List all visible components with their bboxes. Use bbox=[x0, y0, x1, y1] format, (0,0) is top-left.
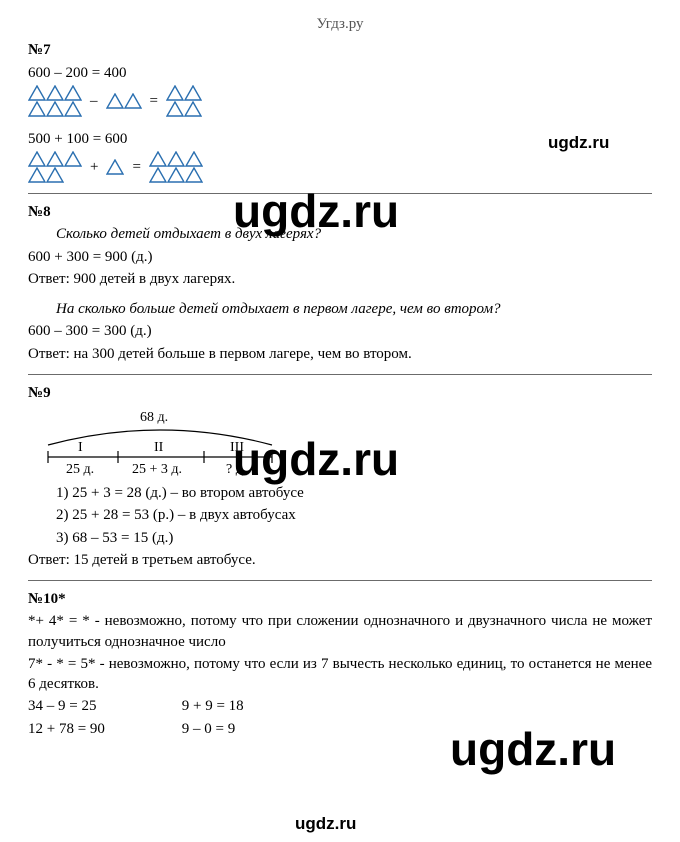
p8-l2: 600 – 300 = 300 (д.) bbox=[28, 321, 652, 341]
diag-v1: 25 д. bbox=[66, 461, 94, 480]
p8-q2: На сколько больше детей отдыхает в перво… bbox=[28, 299, 652, 319]
p10-r1b: 9 + 9 = 18 bbox=[182, 698, 244, 714]
diag-c2: II bbox=[154, 439, 163, 458]
site-header: Угдз.ру bbox=[28, 14, 652, 34]
p9-diagram: 68 д. I II III 25 д. 25 + 3 д. ? д. bbox=[40, 409, 320, 479]
problem-9: №9 68 д. I II III 25 д. 25 + 3 д. ? д. 1… bbox=[28, 383, 652, 570]
p10-l1: *+ 4* = * - невозможно, потому что при с… bbox=[28, 611, 652, 652]
p9-s3: 3) 68 – 53 = 15 (д.) bbox=[56, 528, 652, 548]
tri-group-1a bbox=[106, 159, 124, 175]
p8-q1: Сколько детей отдыхает в двух лагерях? bbox=[28, 224, 652, 244]
tri-group-6b bbox=[149, 151, 203, 183]
diag-v2: 25 + 3 д. bbox=[132, 461, 182, 480]
diag-total: 68 д. bbox=[140, 409, 168, 428]
problem-8: №8 Сколько детей отдыхает в двух лагерях… bbox=[28, 202, 652, 364]
diag-c3: III bbox=[230, 439, 244, 458]
eq-op-2: = bbox=[130, 157, 142, 177]
p8-a1: Ответ: 900 детей в двух лагерях. bbox=[28, 269, 652, 289]
minus-op: – bbox=[88, 91, 100, 111]
p10-row2: 12 + 78 = 90 9 – 0 = 9 bbox=[28, 719, 652, 739]
plus-op: + bbox=[88, 157, 100, 177]
diag-c1: I bbox=[78, 439, 83, 458]
p9-title: №9 bbox=[28, 383, 652, 403]
p8-a2: Ответ: на 300 детей больше в первом лаге… bbox=[28, 344, 652, 364]
p9-ans: Ответ: 15 детей в третьем автобусе. bbox=[28, 550, 652, 570]
p8-title: №8 bbox=[28, 202, 652, 222]
separator-3 bbox=[28, 580, 652, 581]
p9-s1: 1) 25 + 3 = 28 (д.) – во втором автобусе bbox=[56, 483, 652, 503]
separator-1 bbox=[28, 193, 652, 194]
eq-op: = bbox=[148, 91, 160, 111]
p10-r2a: 12 + 78 = 90 bbox=[28, 719, 178, 739]
tri-group-2a bbox=[106, 93, 142, 109]
p10-title: №10* bbox=[28, 589, 652, 609]
p10-r2b: 9 – 0 = 9 bbox=[182, 721, 235, 737]
p7-tri-row-1: – = bbox=[28, 85, 652, 117]
page: Угдз.ру ugdz.ru ugdz.ru ugdz.ru ugdz.ru … bbox=[0, 0, 680, 765]
separator-2 bbox=[28, 374, 652, 375]
problem-7: №7 600 – 200 = 400 – = 500 + 100 = 600 +… bbox=[28, 40, 652, 183]
tri-group-5a bbox=[28, 151, 82, 183]
p9-steps: 1) 25 + 3 = 28 (д.) – во втором автобусе… bbox=[56, 483, 652, 548]
p10-l2: 7* - * = 5* - невозможно, потому что есл… bbox=[28, 654, 652, 695]
p7-eq1: 600 – 200 = 400 bbox=[28, 63, 652, 83]
tri-group-6a bbox=[28, 85, 82, 117]
diag-v3: ? д. bbox=[226, 461, 246, 480]
problem-10: №10* *+ 4* = * - невозможно, потому что … bbox=[28, 589, 652, 739]
p7-title: №7 bbox=[28, 40, 652, 60]
watermark-small-2: ugdz.ru bbox=[295, 813, 356, 836]
p8-l1: 600 + 300 = 900 (д.) bbox=[28, 247, 652, 267]
p9-s2: 2) 25 + 28 = 53 (р.) – в двух автобусах bbox=[56, 505, 652, 525]
p10-row1: 34 – 9 = 25 9 + 9 = 18 bbox=[28, 696, 652, 716]
tri-group-4a bbox=[166, 85, 202, 117]
p10-r1a: 34 – 9 = 25 bbox=[28, 696, 178, 716]
p7-eq2: 500 + 100 = 600 bbox=[28, 129, 652, 149]
p7-tri-row-2: + = bbox=[28, 151, 652, 183]
